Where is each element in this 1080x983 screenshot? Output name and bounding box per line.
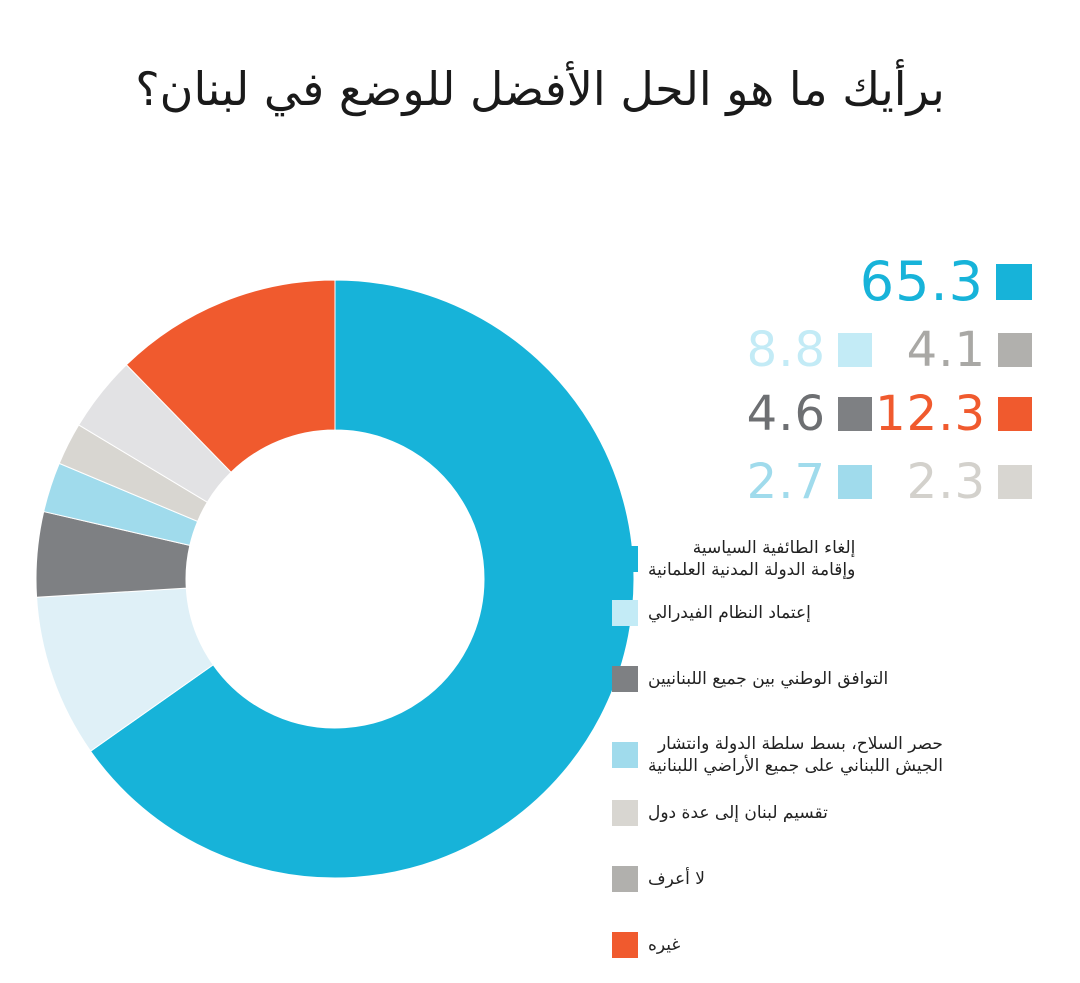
legend-swatch [612, 546, 638, 572]
value-text: 8.8 [746, 322, 826, 378]
value-swatch [998, 397, 1032, 431]
legend-label: غيره [648, 935, 681, 955]
legend-item: التوافق الوطني بين جميع اللبنانيين [612, 664, 1032, 694]
value-swatch [998, 465, 1032, 499]
value-label: 4.6 [747, 386, 872, 442]
legend-label: إعتماد النظام الفيدرالي [648, 603, 811, 623]
legend-swatch [612, 800, 638, 826]
value-text: 12.3 [875, 386, 986, 442]
value-swatch [838, 333, 872, 367]
value-label: 2.7 [747, 454, 872, 510]
legend-item: إلغاء الطائفية السياسية وإقامة الدولة ال… [612, 534, 1032, 584]
value-label: 65.3 [860, 252, 1032, 312]
legend-label: التوافق الوطني بين جميع اللبنانيين [648, 669, 889, 689]
legend-swatch [612, 600, 638, 626]
legend-label: إلغاء الطائفية السياسية وإقامة الدولة ال… [648, 538, 856, 580]
legend-label: تقسيم لبنان إلى عدة دول [648, 803, 828, 823]
legend-item: لا أعرف [612, 864, 1032, 894]
value-label: 8.8 [747, 322, 872, 378]
chart-title: برأيك ما هو الحل الأفضل للوضع في لبنان؟ [135, 62, 945, 116]
donut-slice [89, 279, 635, 879]
value-text: 65.3 [859, 250, 984, 313]
value-text: 4.6 [746, 386, 826, 442]
legend-item: غيره [612, 930, 1032, 960]
donut-slice [125, 279, 336, 473]
legend-item: تقسيم لبنان إلى عدة دول [612, 798, 1032, 828]
legend-item: حصر السلاح، بسط سلطة الدولة وانتشار الجي… [612, 730, 1032, 780]
value-text: 2.3 [906, 454, 986, 510]
value-swatch [838, 465, 872, 499]
value-text: 4.1 [906, 322, 986, 378]
legend-swatch [612, 932, 638, 958]
value-label: 2.3 [907, 454, 1032, 510]
value-swatch [996, 264, 1032, 300]
legend-swatch [612, 866, 638, 892]
value-label: 12.3 [875, 386, 1032, 442]
legend-label: لا أعرف [648, 869, 705, 889]
value-label: 4.1 [907, 322, 1032, 378]
legend-swatch [612, 742, 638, 768]
legend-label: حصر السلاح، بسط سلطة الدولة وانتشار الجي… [648, 734, 943, 776]
value-swatch [998, 333, 1032, 367]
legend-item: إعتماد النظام الفيدرالي [612, 598, 1032, 628]
value-text: 2.7 [746, 454, 826, 510]
value-swatch [838, 397, 872, 431]
donut-chart [35, 279, 635, 879]
legend-swatch [612, 666, 638, 692]
